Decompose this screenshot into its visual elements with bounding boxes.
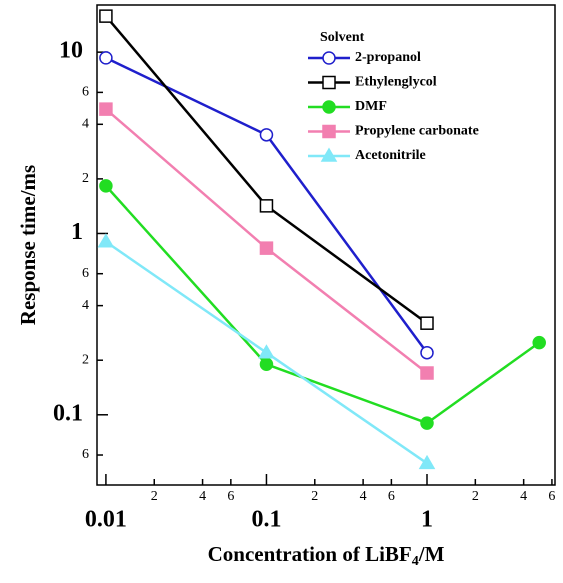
- legend-title: Solvent: [320, 30, 365, 45]
- legend-label: 2-propanol: [355, 50, 421, 65]
- series-line: [104, 185, 540, 425]
- x-tick-label: 1: [421, 507, 433, 533]
- y-axis-label: Response time/ms: [16, 165, 40, 325]
- data-point: [99, 9, 113, 23]
- data-point: [420, 366, 434, 380]
- x-axis-label-after: /M: [418, 542, 445, 566]
- data-point: [258, 344, 275, 359]
- x-tick-label: 6: [548, 489, 555, 504]
- data-point: [99, 179, 113, 193]
- legend-label: DMF: [355, 99, 387, 114]
- y-tick-label: 2: [82, 352, 89, 367]
- x-tick-label: 2: [472, 489, 479, 504]
- legend-marker: [322, 124, 336, 139]
- data-point: [99, 51, 113, 65]
- x-tick-label: 6: [388, 489, 395, 504]
- data-point: [420, 416, 434, 430]
- x-axis-label: Concentration of LiBF4/M: [208, 542, 445, 569]
- data-point: [259, 199, 274, 213]
- y-tick-label: 6: [82, 447, 89, 462]
- x-axis-label-text: Concentration of LiBF: [208, 542, 412, 566]
- y-tick-label: 1: [71, 219, 83, 245]
- data-point: [420, 345, 434, 360]
- x-tick-label: 4: [199, 489, 206, 504]
- legend-marker: [322, 75, 336, 90]
- legend-label: Acetonitrile: [355, 148, 426, 163]
- data-point: [259, 357, 274, 371]
- legend-label: Propylene carbonate: [355, 124, 479, 139]
- data-point: [532, 335, 546, 350]
- legend-marker: [322, 100, 336, 114]
- data-point: [259, 128, 274, 142]
- y-tick-label: 6: [82, 266, 89, 281]
- data-point: [420, 316, 434, 330]
- y-tick-label: 4: [82, 117, 89, 132]
- data-point: [99, 102, 113, 116]
- x-tick-label: 0.1: [251, 507, 281, 533]
- data-point: [418, 454, 436, 470]
- legend-marker: [322, 51, 336, 65]
- x-tick-label: 2: [151, 489, 158, 504]
- x-axis-label-sub: 4: [412, 554, 419, 569]
- legend-label: Ethylenglycol: [355, 75, 437, 90]
- x-tick-label: 2: [311, 489, 318, 504]
- y-tick-label: 10: [59, 38, 83, 64]
- plot-frame: [96, 4, 556, 486]
- data-point: [259, 241, 274, 255]
- x-tick-label: 4: [520, 489, 527, 504]
- y-tick-label: 2: [82, 171, 89, 186]
- legend-marker: [320, 147, 338, 162]
- y-tick-label: 6: [82, 85, 89, 100]
- x-tick-label: 0.01: [85, 507, 127, 533]
- x-tick-label: 4: [360, 489, 367, 504]
- y-tick-label: 4: [82, 298, 89, 313]
- y-tick-label: 0.1: [53, 400, 83, 426]
- data-point: [97, 233, 115, 248]
- x-tick-label: 6: [227, 489, 234, 504]
